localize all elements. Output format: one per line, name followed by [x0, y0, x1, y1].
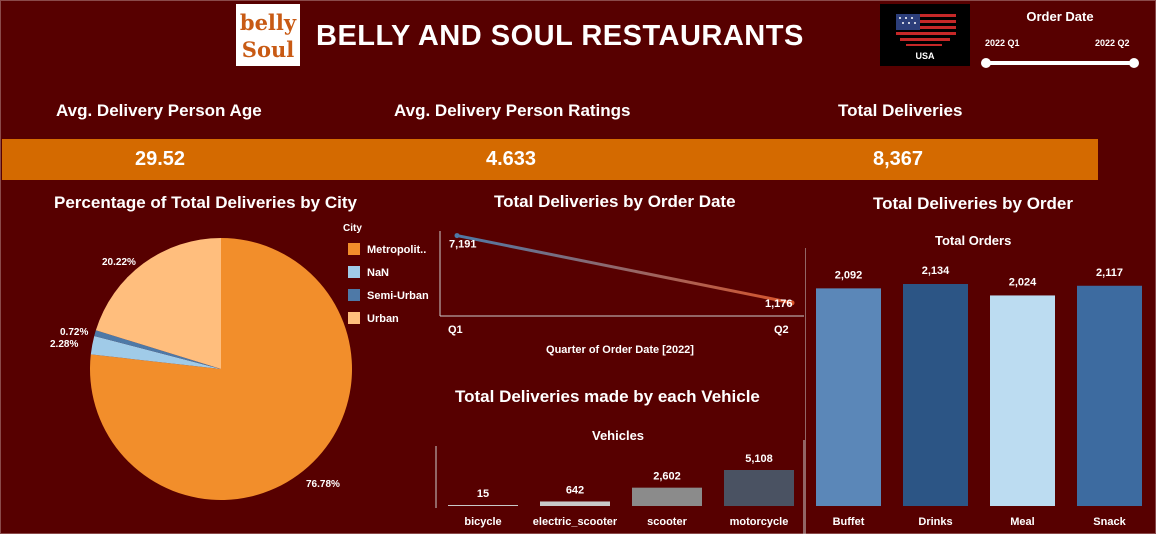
- order-chart-title: Total Deliveries by Order: [873, 194, 1073, 213]
- vehicle-bar-chart: 15 bicycle 642 electric_scooter 2,602 scooter…: [435, 440, 805, 534]
- pie-legend-label-1: NaN: [367, 267, 389, 279]
- slider-start-handle[interactable]: [981, 58, 991, 68]
- line-x-axis-label: Quarter of Order Date [2022]: [546, 344, 694, 356]
- flag-graphic: USA: [896, 14, 956, 61]
- logo-graphic: belly Soul: [240, 10, 297, 62]
- order-bar-2: [990, 295, 1055, 506]
- line-tick-label-1: Q2: [774, 324, 789, 336]
- kpi-age-value: 29.52: [135, 148, 186, 170]
- vehicle-value-label-1: 642: [566, 484, 584, 496]
- order-bar-1: [903, 284, 968, 506]
- kpi-age-label: Avg. Delivery Person Age: [56, 101, 262, 120]
- vehicle-tick-label-3: motorcycle: [730, 516, 789, 528]
- city-pie-chart: 76.78% 2.28%0.72% 20.22% City Metropolit.. Na…: [50, 223, 429, 500]
- kpi-total-value: 8,367: [873, 148, 924, 170]
- order-date-slider-range: [986, 61, 1134, 65]
- pie-legend-title: City: [343, 223, 362, 234]
- line-point-0: [454, 233, 460, 239]
- city-chart-title: Percentage of Total Deliveries by City: [54, 193, 357, 212]
- pie-slice-1: [90, 335, 221, 369]
- kpi-band: [2, 139, 1098, 180]
- pie-slice-label-3: 20.22%: [102, 257, 136, 268]
- pie-slice-3: [95, 238, 221, 369]
- vehicle-bar-0: [448, 505, 518, 506]
- vehicle-tick-label-1: electric_scooter: [533, 516, 618, 528]
- logo-text-top: belly: [240, 10, 297, 35]
- order-tick-label-2: Meal: [1010, 516, 1034, 528]
- order-value-label-1: 2,134: [922, 265, 950, 277]
- pie-legend-swatch-2: [348, 289, 360, 301]
- kpi-ratings-value: 4.633: [486, 148, 537, 170]
- pie-slice-label-1: 2.28%: [50, 339, 78, 350]
- filter-end-label: 2022 Q2: [1095, 38, 1130, 48]
- usa-flag-icon: USA: [880, 4, 970, 66]
- filter-start-label: 2022 Q1: [985, 38, 1020, 48]
- pie-slice-label-0: 76.78%: [306, 479, 340, 490]
- order-tick-label-3: Snack: [1093, 516, 1126, 528]
- order-value-label-2: 2,024: [1009, 276, 1037, 288]
- slider-end-handle[interactable]: [1129, 58, 1139, 68]
- pie-slice-label-2: 0.72%: [60, 327, 88, 338]
- pie-legend-label-0: Metropolit..: [367, 244, 426, 256]
- date-chart-title: Total Deliveries by Order Date: [494, 192, 736, 211]
- vehicle-chart-title: Total Deliveries made by each Vehicle: [455, 387, 760, 406]
- kpi-total-label: Total Deliveries: [838, 101, 963, 120]
- pie-legend-label-2: Semi-Urban: [367, 290, 429, 302]
- vehicle-tick-label-0: bicycle: [464, 516, 501, 528]
- vehicle-tick-label-2: scooter: [647, 516, 687, 528]
- pie-legend-swatch-1: [348, 266, 360, 278]
- order-date-filter-title: Order Date: [1026, 9, 1094, 24]
- pie-legend-label-3: Urban: [367, 313, 399, 325]
- line-series: [456, 234, 793, 305]
- order-bar-chart: 2,092 Buffet 2,134 Drinks 2,024 Meal 2,117 Snac…: [805, 248, 1142, 534]
- line-point-1: [789, 300, 795, 306]
- date-line-chart: 7,191 Q1 1,176 Q2 Quarter of Order Date [202…: [439, 231, 804, 356]
- pie-slice-2: [94, 330, 221, 369]
- vehicle-bar-2: [632, 487, 702, 506]
- order-tick-label-1: Drinks: [918, 516, 952, 528]
- order-bar-0: [816, 288, 881, 506]
- kpi-ratings-label: Avg. Delivery Person Ratings: [394, 101, 631, 120]
- vehicle-value-label-0: 15: [477, 488, 489, 500]
- order-value-label-0: 2,092: [835, 269, 863, 281]
- order-tick-label-0: Buffet: [833, 516, 865, 528]
- vehicle-value-label-3: 5,108: [745, 453, 773, 465]
- vehicle-bar-1: [540, 501, 610, 506]
- vehicle-chart-subtitle: Vehicles: [592, 428, 645, 443]
- line-value-label-1: 1,176: [765, 298, 793, 310]
- order-value-label-3: 2,117: [1096, 267, 1123, 279]
- vehicle-bar-3: [724, 470, 794, 506]
- order-chart-subtitle: Total Orders: [935, 233, 1012, 248]
- vehicle-value-label-2: 2,602: [653, 471, 681, 483]
- line-value-label-0: 7,191: [449, 239, 477, 251]
- pie-legend-swatch-0: [348, 243, 360, 255]
- pie-legend-swatch-3: [348, 312, 360, 324]
- flag-text: USA: [915, 51, 935, 61]
- belly-and-soul-logo: belly Soul: [236, 4, 300, 66]
- line-tick-label-0: Q1: [448, 324, 463, 336]
- dashboard-title: BELLY AND SOUL RESTAURANTS: [316, 20, 804, 52]
- logo-text-bottom: Soul: [242, 37, 294, 62]
- order-bar-3: [1077, 285, 1142, 506]
